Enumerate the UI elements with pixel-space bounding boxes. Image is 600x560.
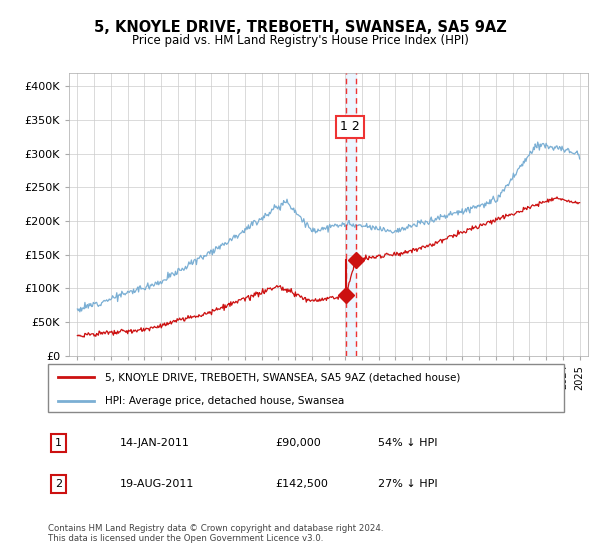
Text: £142,500: £142,500 (275, 479, 328, 489)
Text: 27% ↓ HPI: 27% ↓ HPI (378, 479, 438, 489)
Text: 5, KNOYLE DRIVE, TREBOETH, SWANSEA, SA5 9AZ: 5, KNOYLE DRIVE, TREBOETH, SWANSEA, SA5 … (94, 20, 506, 35)
Text: HPI: Average price, detached house, Swansea: HPI: Average price, detached house, Swan… (105, 396, 344, 406)
Text: 19-AUG-2011: 19-AUG-2011 (120, 479, 194, 489)
Text: 2: 2 (55, 479, 62, 489)
Text: Price paid vs. HM Land Registry's House Price Index (HPI): Price paid vs. HM Land Registry's House … (131, 34, 469, 46)
Bar (346, 73, 356, 356)
Text: 1: 1 (55, 438, 62, 448)
Text: 54% ↓ HPI: 54% ↓ HPI (378, 438, 438, 448)
Text: 1 2: 1 2 (340, 120, 360, 133)
Text: £90,000: £90,000 (275, 438, 321, 448)
Text: Contains HM Land Registry data © Crown copyright and database right 2024.
This d: Contains HM Land Registry data © Crown c… (48, 524, 383, 543)
Text: 14-JAN-2011: 14-JAN-2011 (120, 438, 190, 448)
Text: 5, KNOYLE DRIVE, TREBOETH, SWANSEA, SA5 9AZ (detached house): 5, KNOYLE DRIVE, TREBOETH, SWANSEA, SA5 … (105, 372, 460, 382)
